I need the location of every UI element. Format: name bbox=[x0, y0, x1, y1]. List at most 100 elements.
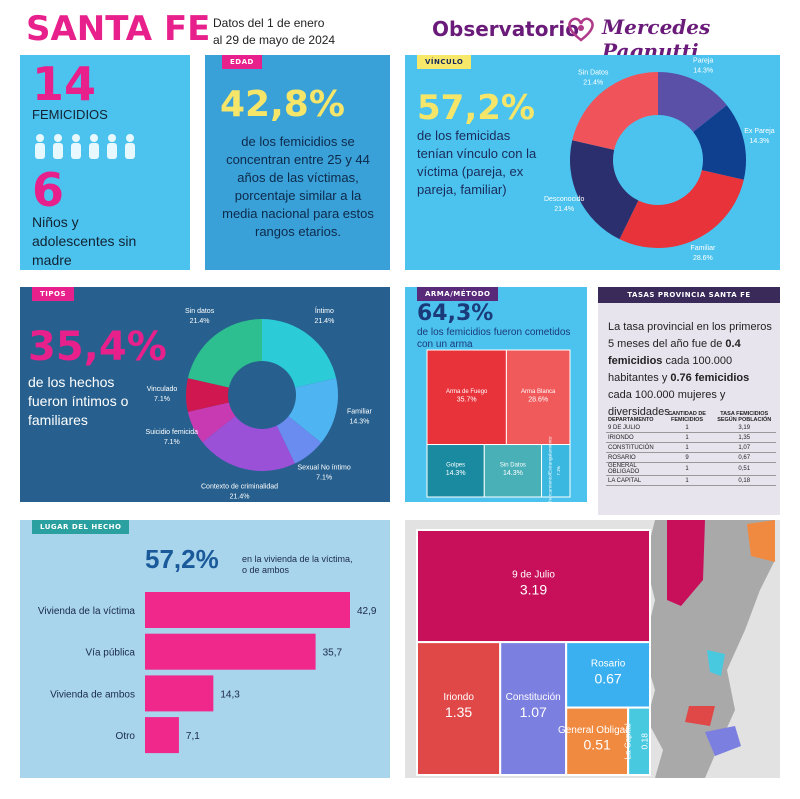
rates-emphasis: 0.76 femicidios bbox=[670, 372, 750, 384]
table-header: CANTIDAD DE FEMICIDIOS bbox=[668, 411, 706, 423]
child-head bbox=[108, 134, 116, 142]
cell-value: 0.18 bbox=[639, 733, 649, 750]
card-tag: TASAS PROVINCIA SANTA FE bbox=[598, 287, 780, 303]
table-row: CONSTITUCIÓN 1 1,07 bbox=[606, 442, 776, 453]
bond-card: VÍNCULO 57,2% de los femicidas tenían ví… bbox=[405, 55, 780, 270]
table-cell: LA CAPITAL bbox=[606, 475, 662, 486]
child-body bbox=[107, 143, 117, 159]
page-title: SANTA FE bbox=[26, 9, 211, 49]
cell-value: 14.3% bbox=[446, 470, 466, 477]
cell-value: 0.67 bbox=[594, 670, 621, 686]
cell-label: Iriondo bbox=[443, 692, 474, 703]
types-donut: Íntimo 21.4% Familiar 14.3% Sexual No íntimo… bbox=[146, 306, 373, 501]
slice-label: Íntimo bbox=[315, 306, 334, 315]
slice-value: 7.1% bbox=[164, 439, 180, 446]
logo-dot bbox=[578, 25, 584, 31]
slice-label: Ex Pareja bbox=[744, 128, 774, 135]
brand: Observatorio bbox=[432, 17, 579, 41]
bar bbox=[145, 717, 179, 754]
table-cell: 1,35 bbox=[712, 432, 776, 443]
weapon-card: ARMA/MÉTODO 64,3% de los femicidios fuer… bbox=[405, 287, 587, 502]
value-label: 35,7 bbox=[323, 648, 343, 659]
cell-value: 1.07 bbox=[520, 704, 547, 720]
slice-value: 14.3% bbox=[350, 418, 370, 425]
table-cell: 1,07 bbox=[712, 442, 776, 453]
types-figure: 35,4% bbox=[28, 324, 167, 370]
map-region bbox=[667, 520, 705, 606]
slice-label: Familiar bbox=[690, 245, 716, 252]
femicide-label: FEMICIDIOS bbox=[32, 107, 108, 122]
table-cell: 1 bbox=[661, 475, 713, 486]
bond-donut: Pareja 14.3% Ex Pareja 14.3% Familiar 28.6% De… bbox=[544, 57, 775, 262]
icon-group bbox=[35, 134, 135, 159]
donut-slice bbox=[288, 378, 338, 443]
cell-label: Ahorcamiento/Estrangulamiento bbox=[548, 436, 554, 502]
bar bbox=[145, 633, 316, 670]
age-card: EDAD 42,8% de los femicidios se concentr… bbox=[205, 55, 390, 270]
treemap-cell bbox=[426, 444, 485, 498]
bond-figure: 57,2% bbox=[417, 88, 535, 128]
table-row: GENERAL OBLIGADO 1 0,51 bbox=[606, 462, 776, 476]
weapon-text: de los femicidios fueron cometidos con u… bbox=[417, 327, 571, 350]
slice-value: 21.4% bbox=[314, 318, 334, 325]
slice-value: 21.4% bbox=[583, 80, 603, 87]
age-figure: 42,8% bbox=[220, 84, 345, 125]
rates-text: La tasa provincial en los primeros 5 mes… bbox=[608, 319, 774, 421]
logo-heart bbox=[568, 17, 594, 42]
treemap-cell bbox=[505, 349, 571, 446]
cell-label: General Obligado bbox=[558, 725, 637, 736]
value-label: 14,3 bbox=[220, 689, 240, 700]
slice-value: 14.3% bbox=[749, 138, 769, 145]
brand-name: Mercedes Pagnutti bbox=[602, 15, 711, 63]
place-card: LUGAR DEL HECHO 57,2% en la vivienda de l… bbox=[20, 520, 390, 778]
cell-label: Constitución bbox=[506, 692, 561, 703]
cell-label: 9 de Julio bbox=[512, 570, 555, 581]
table-cell: 0,51 bbox=[712, 462, 776, 476]
rates-segment: cada 100.000 mujeres y diversidades. bbox=[608, 389, 726, 418]
table-row: ROSARIO 9 0,67 bbox=[606, 452, 776, 463]
child-head bbox=[36, 134, 44, 142]
slice-label: Suicidio femicida bbox=[146, 429, 199, 436]
child-head bbox=[126, 134, 134, 142]
date-range: Datos del 1 de enero al 29 de mayo de 20… bbox=[213, 15, 335, 49]
chart-title: 57,2% bbox=[145, 544, 219, 574]
orphan-label: Niños y adolescentes sin madre bbox=[32, 214, 137, 268]
bond-text: de los femicidas tenían vínculo con la v… bbox=[417, 128, 537, 197]
table-header-row: DEPARTAMENTO CANTIDAD DE FEMICIDIOS TASA F… bbox=[606, 411, 776, 423]
donut-slice bbox=[658, 72, 727, 132]
table-row: 9 DE JULIO 1 3,19 bbox=[606, 423, 776, 433]
slice-label: Familiar bbox=[347, 408, 373, 415]
place-bar-chart: 57,2% en la vivienda de la víctima,o de a… bbox=[38, 544, 377, 754]
slice-label: Desconocido bbox=[544, 196, 585, 203]
map-region bbox=[707, 650, 725, 676]
map-region bbox=[747, 520, 775, 562]
treemap-cell bbox=[565, 641, 651, 709]
child-body bbox=[125, 143, 135, 159]
card-tag: ARMA/MÉTODO bbox=[417, 287, 499, 301]
category-label: Otro bbox=[116, 731, 136, 742]
card-tag: TIPOS bbox=[32, 287, 75, 301]
rates-card: TASAS PROVINCIA SANTA FE La tasa provinc… bbox=[598, 287, 780, 515]
category-label: Vivienda de la víctima bbox=[38, 606, 136, 617]
femicide-count: 14 bbox=[32, 57, 97, 111]
cell-value: 28.6% bbox=[528, 396, 548, 403]
cell-value: 14.3% bbox=[503, 470, 523, 477]
donut-slice bbox=[262, 319, 337, 388]
slice-value: 14.3% bbox=[693, 67, 713, 74]
cell-label: La Capital bbox=[624, 723, 633, 759]
rates-segment: La tasa provincial en los primeros 5 mes… bbox=[608, 321, 772, 350]
table-cell: 0,67 bbox=[712, 452, 776, 463]
cell-label: Sin Datos bbox=[500, 463, 526, 469]
table-row: LA CAPITAL 1 0,18 bbox=[606, 475, 776, 486]
bar bbox=[145, 675, 214, 712]
treemap-cell bbox=[416, 529, 651, 644]
table-cell: CONSTITUCIÓN bbox=[606, 442, 662, 453]
cell-label: Golpes bbox=[446, 463, 465, 469]
children-icons bbox=[35, 134, 135, 159]
value-label: 42,9 bbox=[357, 606, 377, 617]
treemap-cell bbox=[541, 444, 571, 498]
cell-label: Arma Blanca bbox=[521, 389, 556, 395]
category-label: Vía pública bbox=[86, 648, 136, 659]
